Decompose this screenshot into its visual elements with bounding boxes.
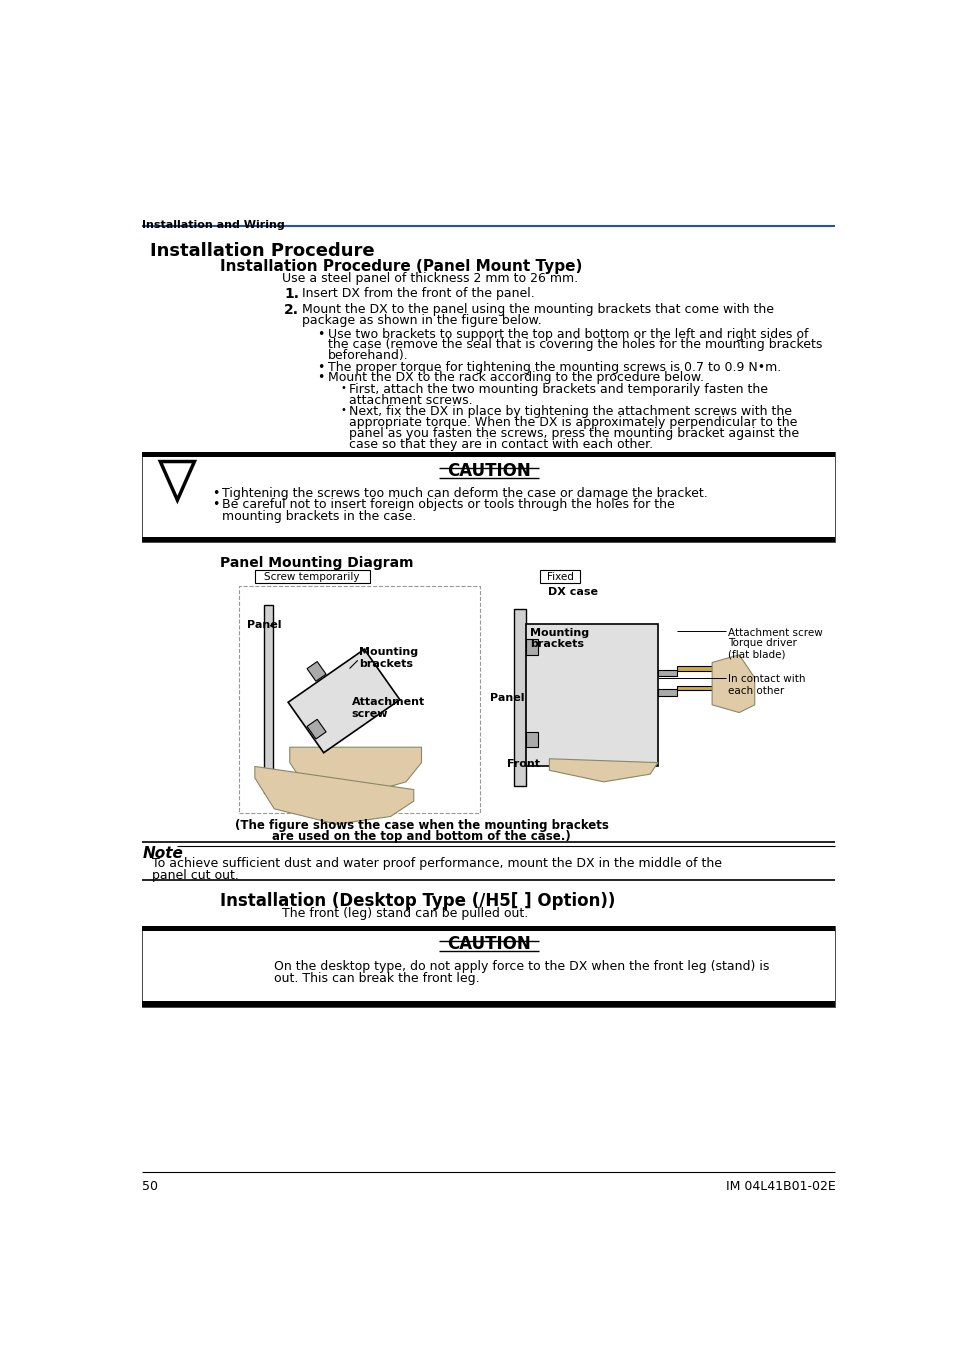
Text: Panel: Panel	[489, 694, 523, 703]
Text: (The figure shows the case when the mounting brackets: (The figure shows the case when the moun…	[234, 819, 608, 832]
Text: are used on the top and bottom of the case.): are used on the top and bottom of the ca…	[272, 830, 570, 842]
Text: Front: Front	[506, 759, 539, 768]
Text: •: •	[316, 328, 324, 340]
Text: Note: Note	[142, 845, 183, 861]
Text: •: •	[212, 487, 219, 500]
Text: appropriate torque. When the DX is approximately perpendicular to the: appropriate torque. When the DX is appro…	[349, 416, 797, 429]
Text: To achieve sufficient dust and water proof performance, mount the DX in the midd: To achieve sufficient dust and water pro…	[152, 857, 721, 871]
Text: Mount the DX to the panel using the mounting brackets that come with the: Mount the DX to the panel using the moun…	[302, 302, 773, 316]
Text: the case (remove the seal that is covering the holes for the mounting brackets: the case (remove the seal that is coveri…	[328, 339, 821, 351]
Polygon shape	[307, 720, 326, 738]
Text: Panel Mounting Diagram: Panel Mounting Diagram	[220, 556, 413, 570]
Text: Mounting
brackets: Mounting brackets	[530, 628, 589, 649]
Text: •: •	[340, 405, 346, 416]
Bar	[142, 537, 835, 543]
Text: Screw temporarily: Screw temporarily	[264, 572, 359, 582]
Text: •: •	[316, 371, 324, 385]
Text: attachment screws.: attachment screws.	[349, 394, 473, 406]
Bar	[142, 451, 835, 456]
Bar	[239, 586, 479, 813]
Bar	[658, 670, 677, 676]
Text: IM 04L41B01-02E: IM 04L41B01-02E	[725, 1180, 835, 1193]
Bar	[525, 624, 658, 767]
Polygon shape	[160, 462, 194, 500]
Text: Attachment screw: Attachment screw	[727, 628, 821, 637]
Text: CAUTION: CAUTION	[447, 936, 530, 953]
Polygon shape	[288, 649, 399, 753]
Text: First, attach the two mounting brackets and temporarily fasten the: First, attach the two mounting brackets …	[349, 383, 767, 396]
Text: Installation Procedure: Installation Procedure	[150, 242, 375, 261]
Text: 1.: 1.	[284, 286, 299, 301]
Text: In contact with
each other: In contact with each other	[727, 674, 804, 695]
Text: The proper torque for tightening the mounting screws is 0.7 to 0.9 N•m.: The proper torque for tightening the mou…	[328, 360, 781, 374]
Text: •: •	[212, 498, 219, 512]
Text: package as shown in the figure below.: package as shown in the figure below.	[302, 313, 541, 327]
Bar	[142, 926, 835, 1007]
Text: out. This can break the front leg.: out. This can break the front leg.	[274, 972, 479, 986]
Text: On the desktop type, do not apply force to the DX when the front leg (stand) is: On the desktop type, do not apply force …	[274, 960, 769, 973]
Text: Be careful not to insert foreign objects or tools through the holes for the: Be careful not to insert foreign objects…	[221, 498, 674, 512]
Text: Attachment
screw: Attachment screw	[352, 697, 424, 718]
Text: panel as you fasten the screws, press the mounting bracket against the: panel as you fasten the screws, press th…	[349, 427, 799, 440]
Bar	[525, 732, 537, 747]
Text: Fixed: Fixed	[546, 572, 573, 582]
Text: Use a steel panel of thickness 2 mm to 26 mm.: Use a steel panel of thickness 2 mm to 2…	[282, 273, 578, 285]
Text: CAUTION: CAUTION	[447, 462, 530, 481]
Bar	[264, 605, 274, 794]
Polygon shape	[711, 655, 754, 713]
Bar	[677, 686, 716, 690]
Text: Mount the DX to the rack according to the procedure below.: Mount the DX to the rack according to th…	[328, 371, 703, 385]
Bar	[142, 451, 835, 543]
Text: !: !	[172, 482, 182, 501]
Bar	[658, 690, 677, 695]
Polygon shape	[254, 767, 414, 825]
Bar	[539, 570, 579, 583]
Text: mounting brackets in the case.: mounting brackets in the case.	[221, 510, 416, 522]
Text: Installation and Wiring: Installation and Wiring	[142, 220, 285, 230]
Text: Tightening the screws too much can deform the case or damage the bracket.: Tightening the screws too much can defor…	[221, 487, 706, 500]
Bar	[514, 609, 525, 786]
Text: Installation (Desktop Type (/H5[ ] Option)): Installation (Desktop Type (/H5[ ] Optio…	[220, 892, 615, 910]
Text: beforehand).: beforehand).	[328, 350, 408, 362]
Text: Use two brackets to support the top and bottom or the left and right sides of: Use two brackets to support the top and …	[328, 328, 807, 340]
Bar	[525, 640, 537, 655]
Text: case so that they are in contact with each other.: case so that they are in contact with ea…	[349, 437, 653, 451]
Text: Installation Procedure (Panel Mount Type): Installation Procedure (Panel Mount Type…	[220, 259, 581, 274]
Text: Next, fix the DX in place by tightening the attachment screws with the: Next, fix the DX in place by tightening …	[349, 405, 792, 418]
Text: Torque driver
(flat blade): Torque driver (flat blade)	[727, 637, 796, 659]
Text: 50: 50	[142, 1180, 158, 1193]
Bar	[142, 926, 835, 931]
Bar	[677, 667, 716, 671]
Polygon shape	[307, 662, 326, 682]
Polygon shape	[549, 759, 658, 782]
Text: •: •	[316, 360, 324, 374]
Text: Insert DX from the front of the panel.: Insert DX from the front of the panel.	[302, 286, 535, 300]
Bar	[142, 1002, 835, 1007]
Text: 2.: 2.	[284, 302, 299, 317]
Text: •: •	[340, 383, 346, 393]
Bar	[254, 570, 369, 583]
Text: panel cut out.: panel cut out.	[152, 869, 238, 882]
Polygon shape	[290, 747, 421, 798]
Text: DX case: DX case	[547, 587, 598, 597]
Text: Mounting
brackets: Mounting brackets	[359, 647, 418, 668]
Text: The front (leg) stand can be pulled out.: The front (leg) stand can be pulled out.	[282, 907, 528, 921]
Text: Panel: Panel	[247, 620, 281, 630]
